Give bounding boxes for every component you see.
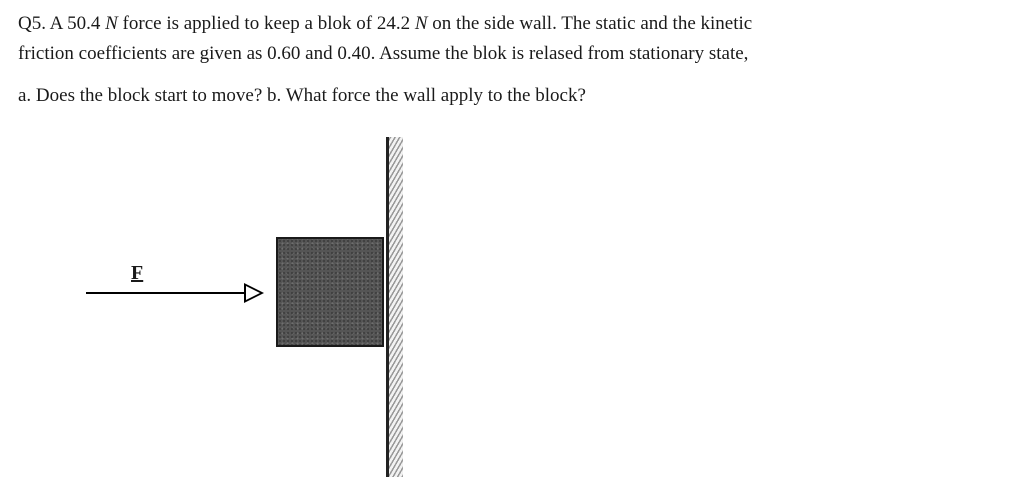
wall-hatching: [389, 137, 403, 477]
physics-figure: F: [18, 137, 1013, 477]
question-line-1: Q5. A 50.4 N force is applied to keep a …: [18, 10, 1013, 38]
force-arrow: F: [86, 282, 276, 322]
q-line1-prefix: Q5. A 50.4: [18, 13, 105, 34]
block: [276, 237, 384, 347]
unit-n-1: N: [105, 13, 118, 34]
question-line-2: friction coefficients are given as 0.60 …: [18, 40, 1013, 68]
wall-line: [386, 137, 389, 477]
unit-n-2: N: [415, 13, 428, 34]
force-arrow-head: [244, 283, 264, 303]
sub-questions: a. Does the block start to move? b. What…: [18, 85, 1013, 107]
q-line1-mid: force is applied to keep a blok of 24.2: [118, 13, 415, 34]
force-label: F: [131, 262, 143, 285]
force-arrow-shaft: [86, 292, 246, 294]
q-line1-suffix: on the side wall. The static and the kin…: [428, 13, 753, 34]
